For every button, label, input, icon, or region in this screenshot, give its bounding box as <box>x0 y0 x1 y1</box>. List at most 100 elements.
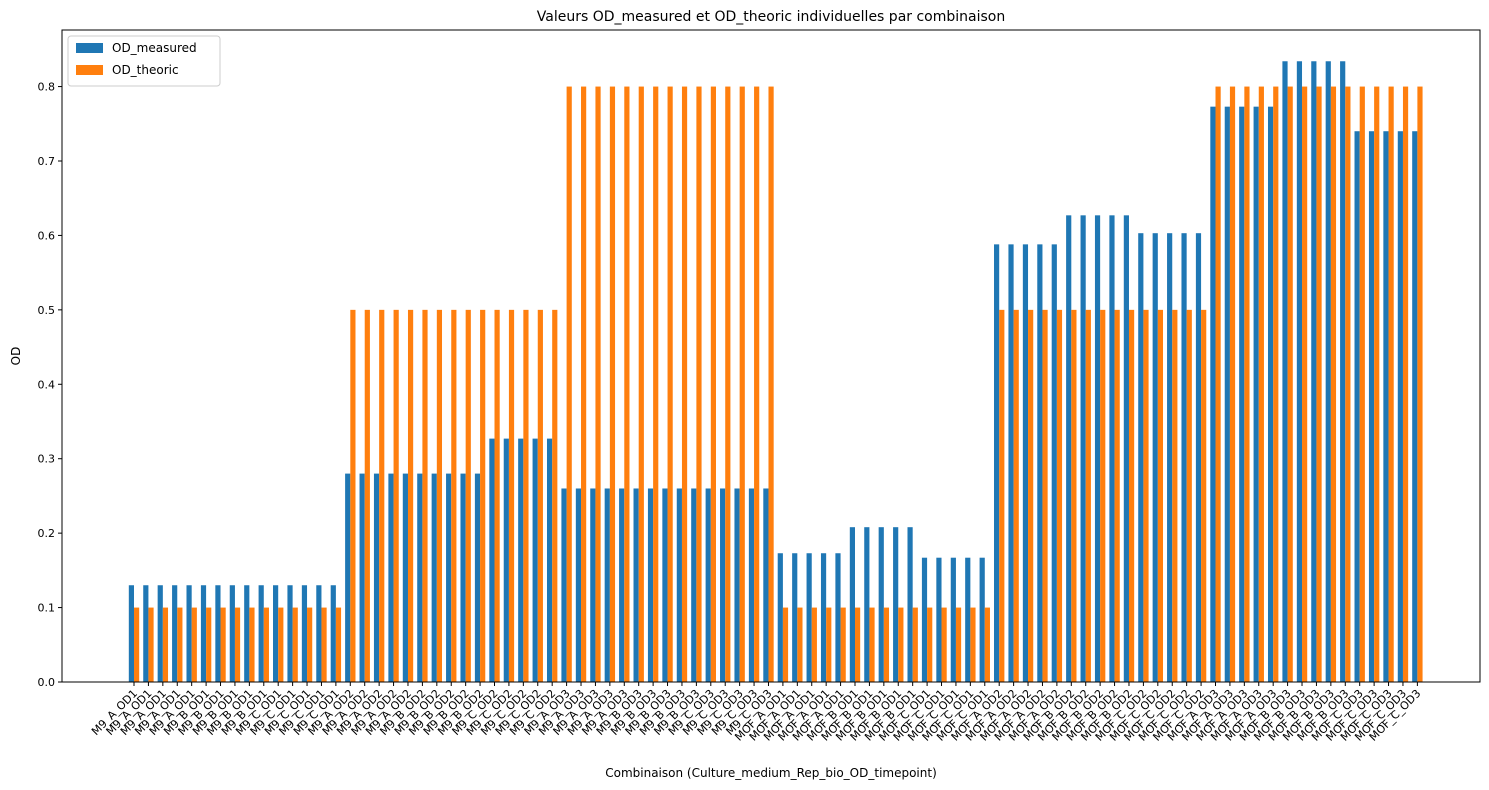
bar <box>1022 244 1029 682</box>
bar <box>191 607 197 682</box>
bar <box>523 309 529 682</box>
bar <box>350 309 356 682</box>
bar <box>647 488 654 682</box>
bar <box>335 607 342 682</box>
bar <box>537 309 543 682</box>
bar <box>162 607 169 682</box>
bar <box>451 309 457 682</box>
bar <box>1071 309 1077 682</box>
bar <box>1201 309 1207 682</box>
bar <box>970 607 976 682</box>
bar <box>898 607 904 682</box>
bar <box>258 585 264 682</box>
bar <box>474 473 481 682</box>
bar <box>676 488 682 682</box>
bar <box>1085 309 1091 682</box>
bar <box>307 607 313 682</box>
y-tick-label: 0.0 <box>38 676 56 689</box>
bar <box>855 607 861 682</box>
bar <box>725 86 731 682</box>
bar <box>1080 215 1086 682</box>
bar <box>1143 309 1149 682</box>
bar <box>941 607 947 682</box>
bar <box>292 607 298 682</box>
bar <box>278 607 284 682</box>
bar <box>552 309 558 682</box>
bar <box>994 244 1000 682</box>
bar <box>1229 86 1236 682</box>
bar <box>1123 215 1129 682</box>
bar <box>220 607 226 682</box>
bar <box>1186 309 1192 682</box>
bar <box>604 488 610 682</box>
bar <box>1359 86 1365 682</box>
bar <box>768 86 774 682</box>
bar <box>422 309 428 682</box>
bar <box>128 585 134 682</box>
bar <box>200 585 207 682</box>
bar <box>503 438 509 682</box>
bar <box>1224 106 1230 682</box>
bar <box>402 473 408 682</box>
bar <box>739 86 745 682</box>
bar <box>763 488 769 682</box>
bar <box>1311 61 1317 683</box>
bar <box>1138 233 1144 683</box>
bar <box>1239 106 1245 682</box>
bar <box>927 607 933 682</box>
bar <box>215 585 221 682</box>
bar <box>1397 131 1403 682</box>
bar <box>1296 61 1303 683</box>
bar <box>965 557 971 682</box>
bar <box>1388 86 1394 682</box>
bar <box>508 309 515 682</box>
bar <box>316 585 322 682</box>
bar <box>1258 86 1264 682</box>
bar <box>1374 86 1380 682</box>
bar <box>754 86 760 682</box>
bar <box>379 309 385 682</box>
bar <box>1100 309 1106 682</box>
bar <box>1330 86 1337 682</box>
bar <box>494 309 500 682</box>
bar <box>667 86 673 682</box>
bar <box>1042 309 1048 682</box>
bar <box>1210 106 1216 682</box>
bar <box>806 553 812 682</box>
legend-swatch <box>76 43 103 53</box>
bar <box>1181 233 1187 683</box>
bar <box>921 557 928 682</box>
bar <box>1013 309 1019 682</box>
bar <box>797 607 803 682</box>
bar <box>710 86 716 682</box>
bar <box>234 607 241 682</box>
bar <box>321 607 327 682</box>
bar <box>1412 131 1418 682</box>
bar <box>359 473 365 682</box>
bar <box>705 488 711 682</box>
bar <box>417 473 423 682</box>
bar <box>653 86 659 682</box>
bar <box>143 585 149 682</box>
bar <box>979 557 985 682</box>
bar <box>950 557 956 682</box>
y-tick-label: 0.5 <box>38 304 56 317</box>
bar <box>206 607 212 682</box>
bar <box>1267 106 1274 682</box>
bar <box>849 527 855 682</box>
bar <box>1302 86 1308 682</box>
bar <box>465 309 471 682</box>
bar <box>936 557 942 682</box>
bar <box>869 607 875 682</box>
bar <box>609 86 616 682</box>
legend-label: OD_measured <box>112 41 197 55</box>
bar <box>1244 86 1250 682</box>
bar <box>1417 86 1423 682</box>
bar <box>1152 233 1158 683</box>
bar <box>864 527 870 682</box>
bar <box>595 86 601 682</box>
bar <box>1051 244 1057 682</box>
bar <box>696 86 702 682</box>
bar <box>1028 309 1034 682</box>
bar <box>330 585 336 682</box>
